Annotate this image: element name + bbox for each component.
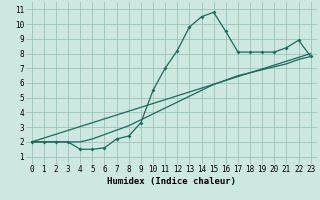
X-axis label: Humidex (Indice chaleur): Humidex (Indice chaleur) [107,177,236,186]
